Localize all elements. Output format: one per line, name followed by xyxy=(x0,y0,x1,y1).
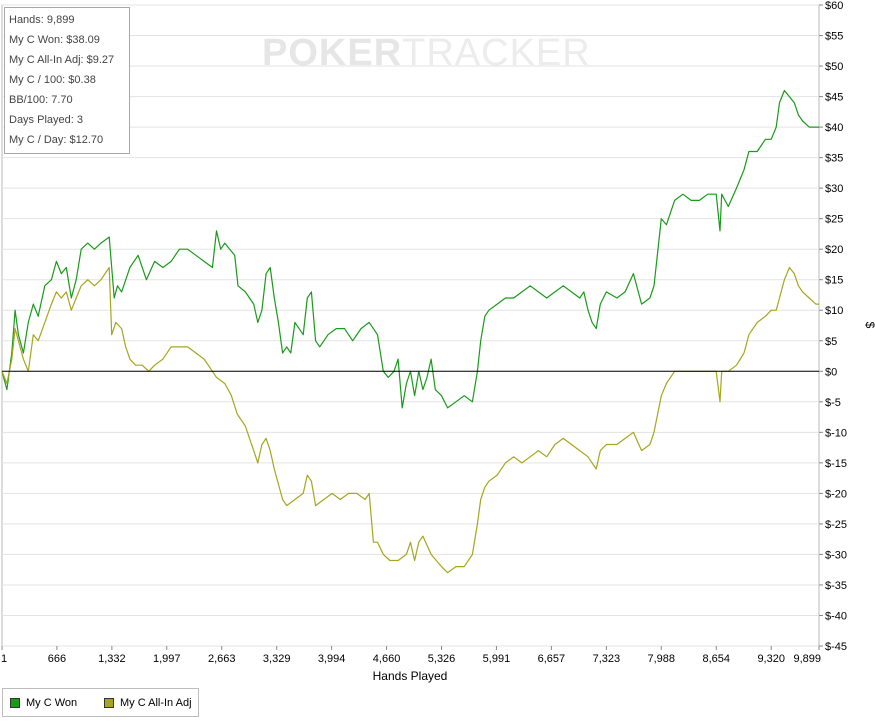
y-tick-label: $5 xyxy=(825,336,837,348)
y-axis-title: $ xyxy=(863,322,875,329)
x-tick-label: 5,326 xyxy=(428,653,456,665)
y-tick-label: $10 xyxy=(825,305,843,317)
y-tick-label: $-25 xyxy=(825,519,847,531)
x-tick-label: 666 xyxy=(48,653,66,665)
y-tick-label: $45 xyxy=(825,92,843,104)
y-tick-label: $-20 xyxy=(825,488,847,500)
y-tick-label: $15 xyxy=(825,275,843,287)
y-tick-label: $-30 xyxy=(825,549,847,561)
stats-box: Hands: 9,899 My C Won: $38.09 My C All-I… xyxy=(4,7,130,154)
y-tick-label: $-45 xyxy=(825,641,847,653)
y-tick-label: $35 xyxy=(825,153,843,165)
y-tick-label: $60 xyxy=(825,0,843,12)
x-tick-label: 9,320 xyxy=(757,653,785,665)
stat-won: My C Won: $38.09 xyxy=(9,34,100,46)
y-axis: $60 $55 $50 $45 $40 $35 $30 $25 $20 $15 $10 $5 $0 $-5… xyxy=(819,0,847,653)
x-axis: 1 666 1,332 1,997 2,663 3,329 3,994 4,660 5,326 5… xyxy=(1,646,821,665)
x-tick-label: 4,660 xyxy=(373,653,401,665)
y-tick-label: $30 xyxy=(825,183,843,195)
x-tick-label: 7,323 xyxy=(593,653,621,665)
stat-per-day: My C / Day: $12.70 xyxy=(9,134,104,146)
legend-swatch-allin-adj xyxy=(104,698,114,708)
legend-label-allin-adj: My C All-In Adj xyxy=(120,697,192,709)
x-tick-label: 9,899 xyxy=(793,653,821,665)
y-tick-label: $55 xyxy=(825,31,843,43)
x-axis-title: Hands Played xyxy=(373,669,448,683)
y-tick-label: $-15 xyxy=(825,458,847,470)
legend-item-allin-adj[interactable]: My C All-In Adj xyxy=(104,696,192,710)
x-tick-label: 8,654 xyxy=(702,653,730,665)
x-tick-label: 1,997 xyxy=(153,653,181,665)
y-tick-label: $40 xyxy=(825,122,843,134)
y-tick-label: $0 xyxy=(825,366,837,378)
stat-days-played: Days Played: 3 xyxy=(9,114,83,126)
x-tick-label: 7,988 xyxy=(647,653,675,665)
watermark-light: TRACKER xyxy=(402,32,591,74)
poker-tracker-watermark: POKERTRACKER xyxy=(262,32,591,75)
x-tick-label: 5,991 xyxy=(483,653,511,665)
x-tick-label: 6,657 xyxy=(538,653,566,665)
stat-per-100: My C / 100: $0.38 xyxy=(9,74,96,86)
y-tick-label: $-35 xyxy=(825,580,847,592)
x-tick-label: 1,332 xyxy=(98,653,126,665)
x-tick-label: 1 xyxy=(1,653,7,665)
x-tick-label: 3,329 xyxy=(263,653,291,665)
y-tick-label: $-40 xyxy=(825,610,847,622)
stat-bb-100: BB/100: 7.70 xyxy=(9,94,73,106)
legend-item-won[interactable]: My C Won xyxy=(10,696,77,710)
y-tick-label: $-5 xyxy=(825,397,841,409)
x-tick-label: 2,663 xyxy=(208,653,236,665)
stat-hands: Hands: 9,899 xyxy=(9,14,75,26)
grid-lines xyxy=(2,4,819,647)
y-tick-label: $50 xyxy=(825,61,843,73)
y-tick-label: $-10 xyxy=(825,427,847,439)
legend: My C Won My C All-In Adj xyxy=(2,688,199,717)
x-tick-label: 3,994 xyxy=(318,653,346,665)
plot-area xyxy=(1,4,820,647)
y-tick-label: $20 xyxy=(825,244,843,256)
legend-label-won: My C Won xyxy=(26,697,78,709)
stat-allin-adj: My C All-In Adj: $9.27 xyxy=(9,54,115,66)
y-tick-label: $25 xyxy=(825,214,843,226)
legend-swatch-won xyxy=(10,698,20,708)
watermark-bold: POKER xyxy=(262,32,403,74)
